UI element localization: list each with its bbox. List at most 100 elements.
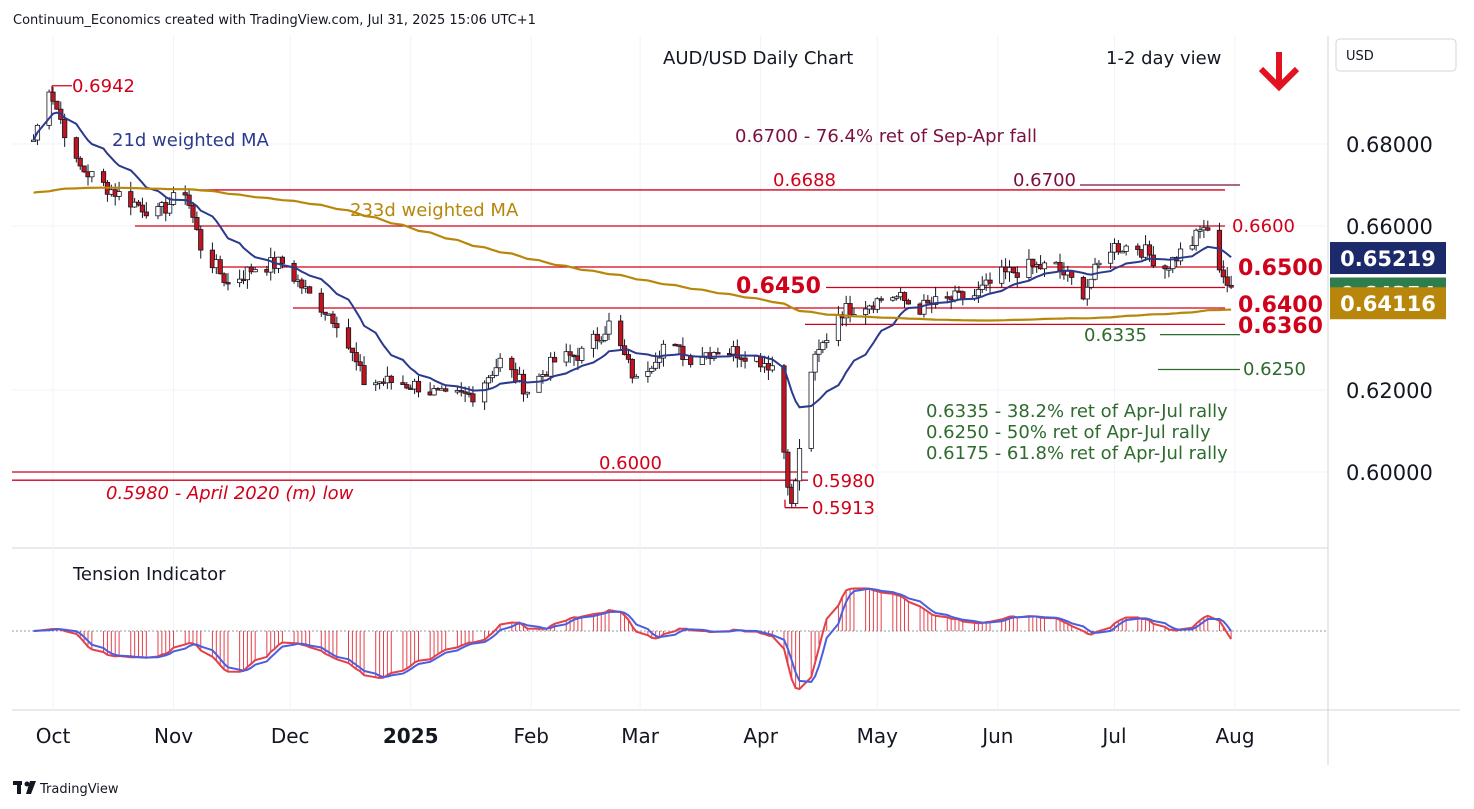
ma233-line bbox=[33, 186, 1232, 322]
candle-body bbox=[933, 296, 939, 305]
candle-body bbox=[618, 320, 624, 347]
candle-body bbox=[167, 204, 173, 214]
candle-body bbox=[217, 259, 223, 275]
candle-body bbox=[520, 373, 527, 395]
candle-body bbox=[742, 357, 748, 362]
candle-body bbox=[812, 353, 818, 373]
candle-body bbox=[1123, 245, 1129, 252]
x-tick-label: May bbox=[857, 724, 899, 748]
candle-body bbox=[155, 206, 161, 217]
x-tick-label: Feb bbox=[514, 724, 549, 748]
candle-body bbox=[291, 262, 297, 282]
candle-body bbox=[824, 340, 830, 344]
candle-body bbox=[975, 289, 981, 297]
level-label-05980: 0.5980 bbox=[812, 471, 875, 492]
candle-body bbox=[1107, 251, 1114, 264]
candle-body bbox=[244, 266, 251, 281]
candle-body bbox=[1119, 251, 1125, 254]
candle-body bbox=[1170, 256, 1176, 270]
candle-body bbox=[1069, 270, 1075, 278]
candle-body bbox=[1177, 248, 1184, 262]
x-tick-label: Mar bbox=[621, 724, 660, 748]
level-lines bbox=[12, 85, 1240, 509]
candle-body bbox=[1189, 245, 1195, 250]
candle-body bbox=[567, 351, 573, 356]
candle-body bbox=[905, 300, 911, 305]
ma21-label: 21d weighted MA bbox=[112, 130, 269, 151]
attribution-text: Continuum_Economics created with Trading… bbox=[13, 13, 536, 28]
candle-body bbox=[388, 375, 394, 384]
level-label-0500: 0.6500 bbox=[1238, 256, 1323, 281]
candle-body bbox=[598, 339, 604, 343]
x-tick-label: Aug bbox=[1215, 724, 1254, 748]
candle-body bbox=[874, 298, 880, 310]
level-label-0360: 0.6360 bbox=[1238, 314, 1323, 339]
candle-body bbox=[808, 371, 814, 449]
annotation-0700: 0.6700 - 76.4% ret of Sep-Apr fall bbox=[735, 126, 1037, 147]
candle-body bbox=[594, 333, 600, 341]
candle-body bbox=[835, 314, 842, 341]
candle-body bbox=[81, 165, 87, 173]
level-label-0450: 0.6450 bbox=[736, 274, 821, 299]
candle-body bbox=[625, 354, 632, 360]
candle-body bbox=[139, 204, 146, 213]
candle-body bbox=[485, 377, 492, 384]
candle-body bbox=[62, 119, 68, 139]
view-label: 1-2 day view bbox=[1106, 48, 1221, 69]
candle-body bbox=[489, 374, 495, 379]
tension-indicator-label: Tension Indicator bbox=[72, 564, 226, 585]
candle-body bbox=[357, 361, 363, 366]
currency-box[interactable] bbox=[1335, 38, 1457, 72]
candle-body bbox=[462, 391, 468, 394]
candle-body bbox=[1228, 284, 1234, 288]
candle-body bbox=[318, 292, 324, 313]
candle-body bbox=[1030, 258, 1036, 267]
candle-body bbox=[209, 249, 216, 269]
candle-body bbox=[676, 344, 682, 347]
x-tick-label: Oct bbox=[36, 724, 71, 748]
candle-body bbox=[1026, 258, 1032, 278]
level-label-0688: 0.6688 bbox=[773, 170, 836, 191]
candle-body bbox=[50, 91, 56, 102]
candle-body bbox=[551, 356, 558, 363]
candle-body bbox=[1193, 229, 1199, 246]
candle-body bbox=[322, 311, 328, 315]
candle-body bbox=[847, 303, 853, 316]
y-tick-label: 0.62000 bbox=[1346, 379, 1433, 403]
candle-body bbox=[1146, 244, 1153, 256]
candle-body bbox=[680, 345, 686, 360]
candle-body bbox=[415, 380, 422, 393]
level-label-0700: 0.6700 bbox=[1013, 170, 1076, 191]
level-label-0400: 0.6400 bbox=[1238, 293, 1323, 318]
candle-body bbox=[221, 273, 227, 283]
candle-body bbox=[979, 284, 985, 290]
time-axis[interactable]: Oct Nov Dec 2025 Feb Mar Apr May Jun Jul Aug bbox=[36, 724, 1255, 748]
currency-label: USD bbox=[1346, 49, 1374, 64]
x-tick-label: Nov bbox=[154, 724, 193, 748]
candle-body bbox=[1088, 278, 1094, 288]
level-label-0600: 0.6600 bbox=[1232, 216, 1295, 237]
annotation-fib-50: 0.6250 - 50% ret of Apr-Jul rally bbox=[926, 422, 1211, 443]
candle-body bbox=[769, 365, 775, 371]
x-tick-label: Jun bbox=[980, 724, 1013, 748]
candle-body bbox=[182, 192, 188, 196]
candle-body bbox=[653, 361, 659, 369]
candle-body bbox=[781, 365, 787, 453]
candle-body bbox=[116, 191, 122, 197]
candle-body bbox=[999, 266, 1005, 284]
candle-body bbox=[602, 333, 608, 341]
candle-body bbox=[135, 201, 142, 206]
level-label-05913: 0.5913 bbox=[812, 498, 875, 519]
candle-body bbox=[1162, 265, 1168, 270]
tension-signal-line bbox=[33, 587, 1232, 683]
candle-body bbox=[1166, 268, 1172, 271]
tension-line bbox=[33, 587, 1232, 691]
price-axis[interactable]: 0.68000 0.66000 0.62000 0.60000 bbox=[1346, 133, 1433, 485]
candle-body bbox=[878, 298, 884, 301]
annotation-april-low: 0.5980 - April 2020 (m) low bbox=[106, 483, 354, 504]
level-label-06000: 0.6000 bbox=[599, 453, 662, 474]
price-tag-label: 0.65219 bbox=[1340, 247, 1436, 271]
candle-body bbox=[1084, 286, 1090, 300]
price-pane[interactable] bbox=[12, 36, 1328, 547]
